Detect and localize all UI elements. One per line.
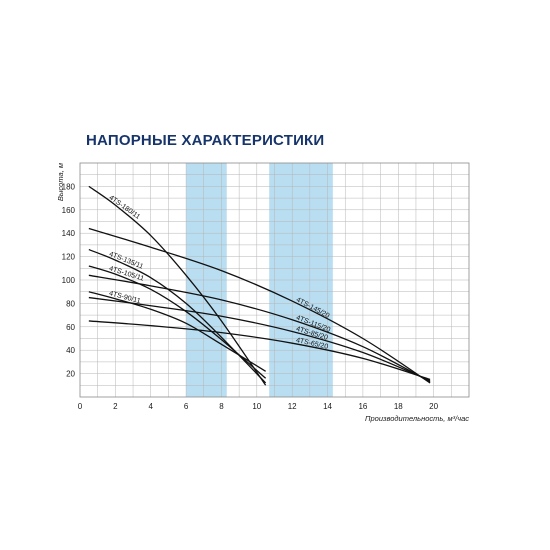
series-label: 4TS-90/11	[108, 290, 141, 305]
y-tick-label: 20	[66, 370, 75, 379]
x-tick-label: 2	[113, 402, 118, 411]
y-tick-label: 100	[62, 276, 76, 285]
x-tick-label: 18	[394, 402, 403, 411]
x-tick-label: 6	[184, 402, 189, 411]
x-tick-label: 8	[219, 402, 224, 411]
x-tick-labels: 0 2 4 6 8 10 12 14 16 18 20	[78, 402, 439, 411]
x-tick-label: 14	[323, 402, 332, 411]
series-line	[89, 275, 430, 381]
y-tick-label: 60	[66, 323, 75, 332]
x-tick-label: 16	[358, 402, 367, 411]
y-tick-label: 120	[62, 253, 76, 262]
x-tick-label: 20	[429, 402, 438, 411]
x-axis-label: Производительность, м³/час	[365, 414, 469, 423]
y-tick-label: 140	[62, 229, 76, 238]
y-tick-label: 160	[62, 206, 76, 215]
y-tick-label: 40	[66, 346, 75, 355]
x-tick-label: 4	[149, 402, 154, 411]
y-tick-label: 80	[66, 299, 75, 308]
y-axis-label: Высота, м	[56, 163, 65, 201]
x-tick-label: 0	[78, 402, 83, 411]
x-tick-label: 10	[252, 402, 261, 411]
x-tick-label: 12	[288, 402, 297, 411]
